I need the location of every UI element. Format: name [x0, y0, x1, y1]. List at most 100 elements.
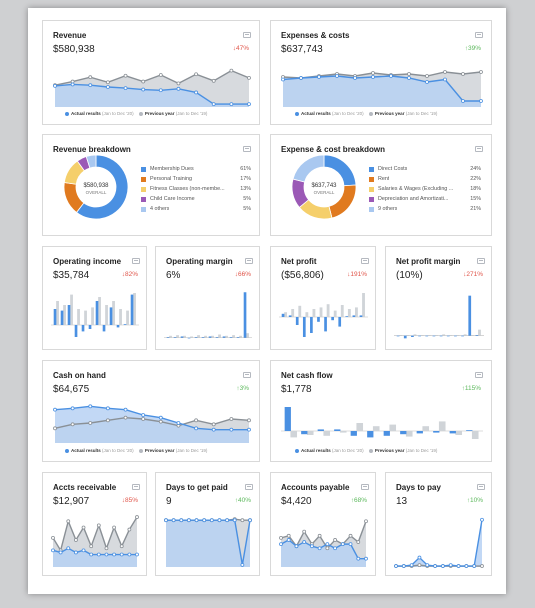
- revenue-chart: [53, 68, 251, 107]
- accts-receivable-chart: [51, 515, 139, 567]
- previous-year-bar: [98, 297, 101, 325]
- chart-settings-icon[interactable]: [361, 258, 369, 264]
- card-accounts-payable[interactable]: Accounts payable $4,420 ↑68%: [270, 472, 376, 576]
- breakdown-item[interactable]: Personal Training 17%: [141, 174, 251, 184]
- breakdown-item[interactable]: Direct Costs 24%: [369, 164, 481, 174]
- actual-results-bar: [130, 294, 134, 325]
- actual-results-area: [53, 548, 137, 567]
- chart-settings-icon[interactable]: [245, 258, 253, 264]
- actual-results-point: [325, 542, 330, 547]
- breakdown-item[interactable]: Depreciation and Amortizati... 15%: [369, 194, 481, 204]
- card-operating-income[interactable]: Operating income $35,784 ↓82%: [42, 246, 147, 350]
- change-indicator: ↓66%: [234, 271, 251, 278]
- chart-settings-icon[interactable]: [132, 258, 140, 264]
- actual-results-bar: [166, 337, 170, 338]
- previous-year-bar: [319, 307, 323, 317]
- actual-results-point: [302, 540, 307, 544]
- legend-swatch: [369, 176, 374, 182]
- chart-settings-icon[interactable]: [243, 32, 251, 38]
- actual-results-bar: [367, 431, 374, 438]
- chart-settings-icon[interactable]: [477, 484, 485, 490]
- actual-results-bar: [468, 295, 472, 336]
- actual-results-area: [55, 84, 249, 107]
- card-days-to-get-paid[interactable]: Days to get paid 9 ↑40%: [155, 472, 260, 576]
- previous-year-bar: [442, 334, 446, 336]
- chart-settings-icon[interactable]: [475, 146, 483, 152]
- actual-results-bar: [439, 335, 443, 337]
- cash-on-hand-chart: [53, 404, 251, 443]
- previous-year-bar: [478, 329, 481, 336]
- card-cash-on-hand[interactable]: Cash on hand $64,675 ↑3% Actual results …: [42, 360, 260, 462]
- actual-results-bar: [345, 316, 349, 317]
- card-title: Net profit: [281, 257, 317, 266]
- chart-settings-icon[interactable]: [243, 372, 251, 378]
- previous-year-point: [325, 546, 330, 551]
- card-value: ($56,806): [281, 270, 324, 281]
- days-to-get-paid-chart: [164, 517, 252, 567]
- actual-results-bar: [433, 431, 440, 433]
- card-title: Operating income: [53, 257, 122, 266]
- previous-year-point: [106, 80, 110, 85]
- previous-year-point: [51, 535, 55, 540]
- card-days-to-pay[interactable]: Days to pay 13 ↑10%: [385, 472, 492, 576]
- actual-results-point: [479, 99, 483, 103]
- card-net-profit[interactable]: Net profit ($56,806) ↓191%: [270, 246, 376, 350]
- breakdown-item[interactable]: Salaries & Wages (Excluding ... 18%: [369, 184, 481, 194]
- breakdown-item[interactable]: Fitness Classes (non-membe... 13%: [141, 184, 251, 194]
- change-indicator: ↑10%: [466, 497, 483, 504]
- card-operating-margin[interactable]: Operating margin 6% ↓66%: [155, 246, 260, 350]
- breakdown-item[interactable]: Child Care Income 5%: [141, 194, 251, 204]
- breakdown-item[interactable]: Rent 22%: [369, 174, 481, 184]
- breakdown-item[interactable]: 4 others 5%: [141, 204, 251, 214]
- actual-results-point: [389, 74, 393, 78]
- actual-results-bar: [466, 430, 473, 431]
- previous-year-bar: [84, 310, 87, 325]
- card-revenue[interactable]: Revenue $580,938 ↓47% Actual results (Ja…: [42, 20, 260, 125]
- chart-settings-icon[interactable]: [132, 484, 140, 490]
- card-title: Expenses & costs: [281, 31, 350, 40]
- card-net-profit-margin[interactable]: Net profit margin (10%) ↓271%: [385, 246, 492, 350]
- previous-year-point: [211, 78, 216, 83]
- actual-results-bar: [359, 315, 363, 317]
- card-value: $35,784: [53, 270, 90, 281]
- previous-year-point: [479, 70, 483, 74]
- previous-year-bar: [306, 431, 314, 435]
- actual-results-bar: [288, 315, 292, 317]
- accounts-payable-chart: [279, 519, 368, 567]
- card-accts-receivable[interactable]: Accts receivable $12,907 ↓85%: [42, 472, 147, 576]
- previous-year-point: [119, 544, 124, 549]
- chart-settings-icon[interactable]: [243, 146, 251, 152]
- actual-results-bar: [310, 317, 313, 333]
- actual-results-point: [70, 82, 75, 87]
- card-title: Net profit margin: [396, 257, 461, 266]
- actual-results-point: [141, 413, 146, 417]
- previous-year-bar: [70, 294, 73, 325]
- dashboard-sheet: Revenue $580,938 ↓47% Actual results (Ja…: [28, 8, 506, 594]
- breakdown-item[interactable]: Membership Dues 61%: [141, 164, 251, 174]
- card-revenue-breakdown[interactable]: Revenue breakdown $580,938 OVERALL Membe…: [42, 134, 260, 236]
- chart-settings-icon[interactable]: [475, 32, 483, 38]
- actual-results-point: [417, 555, 422, 560]
- card-title: Net cash flow: [281, 371, 333, 380]
- actual-results-bar: [475, 335, 479, 336]
- card-net-cash-flow[interactable]: Net cash flow $1,778 ↑115% Actual result…: [270, 360, 492, 462]
- card-title: Days to get paid: [166, 483, 228, 492]
- chart-settings-icon[interactable]: [475, 372, 483, 378]
- card-value: $4,420: [281, 496, 312, 507]
- actual-results-point: [409, 563, 414, 568]
- actual-results-bar: [416, 431, 423, 434]
- actual-results-point: [401, 564, 406, 568]
- previous-year-bar: [290, 431, 298, 438]
- chart-settings-icon[interactable]: [477, 258, 485, 264]
- previous-year-bar: [284, 312, 288, 317]
- actual-results-bar: [53, 309, 57, 325]
- card-expense-breakdown[interactable]: Expense & cost breakdown $637,743 OVERAL…: [270, 134, 492, 236]
- card-expenses[interactable]: Expenses & costs $637,743 ↑39% Actual re…: [270, 20, 492, 125]
- chart-settings-icon[interactable]: [361, 484, 369, 490]
- previous-year-point: [317, 533, 322, 538]
- breakdown-item[interactable]: 9 others 21%: [369, 204, 481, 214]
- actual-results-point: [141, 87, 146, 92]
- chart-settings-icon[interactable]: [245, 484, 253, 490]
- legend-swatch: [141, 196, 146, 202]
- actual-results-point: [448, 563, 453, 568]
